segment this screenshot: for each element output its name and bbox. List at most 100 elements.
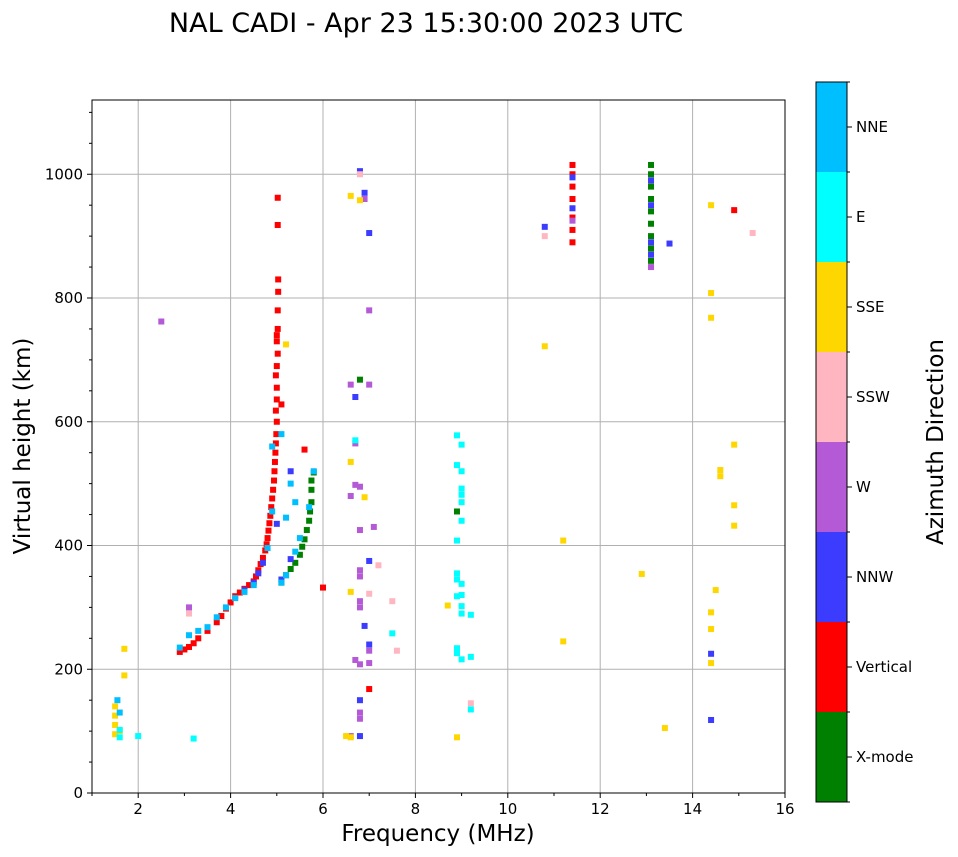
data-point-e xyxy=(458,499,465,506)
data-point-vertical xyxy=(272,372,279,379)
data-point-vertical xyxy=(253,573,260,580)
x-tick-label: 2 xyxy=(133,800,143,818)
data-point-vertical xyxy=(273,384,280,391)
data-point-nne xyxy=(292,548,299,555)
colorbar-swatch xyxy=(816,262,847,352)
data-point-e xyxy=(458,580,465,587)
data-point-w xyxy=(356,483,363,490)
data-point-vertical xyxy=(246,582,253,589)
x-tick-label: 16 xyxy=(775,800,794,818)
data-point-nnw xyxy=(352,394,359,400)
data-point-x-mode xyxy=(648,220,655,227)
data-point-vertical xyxy=(213,619,220,626)
data-point-vertical xyxy=(204,627,211,634)
data-point-e xyxy=(116,734,123,741)
data-point-vertical xyxy=(569,214,576,221)
data-point-vertical xyxy=(275,276,282,283)
data-point-w xyxy=(356,715,363,722)
data-point-vertical xyxy=(271,468,278,475)
data-point-x-mode xyxy=(307,508,314,515)
data-point-x-mode xyxy=(648,171,655,178)
data-point-vertical xyxy=(236,589,243,596)
data-point-x-mode xyxy=(308,477,315,484)
data-point-sse xyxy=(560,638,567,645)
data-point-vertical xyxy=(271,477,278,484)
data-point-w xyxy=(366,660,373,667)
data-point-e xyxy=(190,735,197,742)
data-point-sse xyxy=(717,473,724,480)
data-point-ssw xyxy=(375,562,382,569)
colorbar-label: Azimuth Direction xyxy=(923,339,949,545)
data-point-e xyxy=(458,491,465,498)
colorbar-frame xyxy=(815,81,848,803)
data-point-x-mode xyxy=(292,559,299,566)
colorbar-swatch xyxy=(816,712,847,802)
data-point-nnw xyxy=(278,576,285,583)
data-point-vertical xyxy=(274,221,281,228)
data-point-nnw xyxy=(273,520,280,527)
data-point-sse xyxy=(708,202,715,209)
data-point-vertical xyxy=(569,171,576,178)
data-point-vertical xyxy=(278,401,285,408)
data-point-sse xyxy=(541,343,548,350)
data-point-ssw xyxy=(749,230,756,237)
data-point-w xyxy=(356,661,363,668)
data-point-w xyxy=(356,598,363,605)
data-point-vertical xyxy=(270,486,277,493)
data-point-nne xyxy=(296,535,303,542)
data-point-vertical xyxy=(569,239,576,246)
data-point-vertical xyxy=(273,338,280,345)
data-point-e xyxy=(467,706,474,713)
data-point-nnw xyxy=(255,570,262,577)
data-point-sse xyxy=(112,712,119,719)
data-point-sse xyxy=(708,314,715,321)
data-point-w xyxy=(352,656,359,663)
data-point-vertical xyxy=(274,325,281,332)
data-point-w xyxy=(366,381,373,388)
data-point-sse xyxy=(347,588,354,595)
data-point-nnw xyxy=(356,168,363,175)
data-point-e xyxy=(458,517,465,524)
y-tick-label: 0 xyxy=(73,784,83,802)
data-point-w xyxy=(648,264,655,271)
data-point-sse xyxy=(444,602,451,609)
plot-background xyxy=(92,100,785,793)
data-point-nne xyxy=(269,443,276,450)
data-point-e xyxy=(467,611,474,618)
data-point-sse xyxy=(717,467,724,474)
data-point-x-mode xyxy=(648,245,655,252)
data-point-vertical xyxy=(273,418,280,425)
data-point-vertical xyxy=(275,288,282,295)
data-point-ssw xyxy=(393,647,400,654)
data-point-nne xyxy=(278,579,285,586)
data-point-w xyxy=(356,527,363,534)
data-point-ssw xyxy=(541,233,548,240)
data-point-ssw xyxy=(467,700,474,707)
data-point-e xyxy=(116,726,123,733)
data-point-w xyxy=(356,573,363,580)
x-tick-label: 10 xyxy=(498,800,517,818)
data-point-x-mode xyxy=(296,551,303,558)
data-point-nnw xyxy=(569,174,576,181)
data-point-sse xyxy=(661,725,668,732)
data-point-x-mode xyxy=(356,376,363,383)
data-point-nne xyxy=(186,632,193,639)
data-point-nne xyxy=(278,431,285,438)
data-point-x-mode xyxy=(648,183,655,190)
data-point-sse xyxy=(638,570,645,577)
data-point-vertical xyxy=(218,613,225,620)
x-axis-label: Frequency (MHz) xyxy=(341,821,534,847)
y-axis-label: Virtual height (km) xyxy=(10,338,36,555)
data-point-nnw xyxy=(287,556,294,563)
colorbar-tick-label: E xyxy=(856,208,865,226)
data-point-sse xyxy=(347,734,354,741)
data-point-vertical xyxy=(272,440,279,447)
data-point-vertical xyxy=(569,183,576,190)
data-point-sse xyxy=(731,441,738,448)
data-point-vertical xyxy=(569,226,576,233)
data-point-e xyxy=(458,656,465,663)
x-tick-label: 4 xyxy=(226,800,236,818)
data-point-vertical xyxy=(266,520,273,527)
data-point-w xyxy=(356,604,363,611)
data-point-x-mode xyxy=(648,257,655,264)
